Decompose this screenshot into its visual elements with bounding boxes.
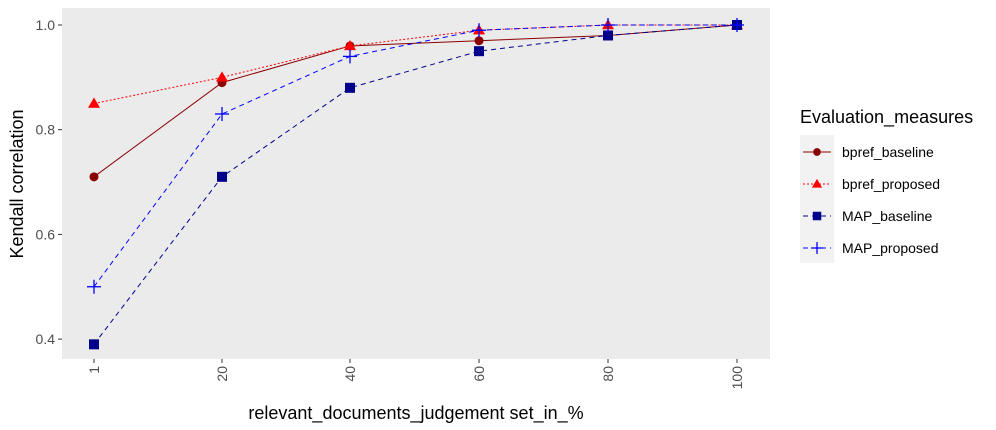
y-tick-label: 0.4 — [36, 331, 56, 347]
x-tick-label: 80 — [600, 366, 616, 382]
plus-marker-icon — [730, 18, 744, 32]
y-tick-label: 0.6 — [36, 226, 56, 242]
square-marker-icon — [345, 82, 355, 93]
circle-marker-icon — [89, 172, 99, 182]
y-axis: 0.4 0.6 0.8 1.0 — [36, 17, 62, 347]
series-line — [93, 24, 738, 345]
legend-item-MAP-proposed: MAP_proposed — [803, 240, 939, 256]
plus-marker-icon — [87, 279, 101, 294]
plus-marker-icon — [601, 18, 615, 32]
x-tick-label: 20 — [214, 366, 230, 382]
circle-marker-icon — [813, 148, 821, 156]
legend-item-MAP-baseline: MAP_baseline — [803, 208, 932, 224]
square-marker-icon — [812, 211, 822, 221]
plus-marker-icon — [811, 242, 823, 254]
legend-label: MAP_baseline — [842, 208, 932, 224]
triangle-marker-icon — [811, 178, 823, 188]
x-axis-title: relevant_documents_judgement set_in_% — [248, 403, 583, 424]
plus-marker-icon — [343, 49, 357, 64]
legend-item-bpref-proposed: bpref_proposed — [803, 176, 940, 192]
legend-key-background — [800, 135, 834, 263]
legend: Evaluation_measures bpref_baseline bpref_… — [800, 107, 973, 263]
triangle-marker-icon — [344, 39, 356, 51]
x-tick-label: 40 — [342, 366, 358, 382]
legend-label: MAP_proposed — [842, 240, 939, 256]
plus-marker-icon — [472, 23, 486, 38]
legend-item-bpref-baseline: bpref_baseline — [803, 144, 934, 160]
square-marker-icon — [89, 339, 99, 350]
legend-label: bpref_baseline — [842, 144, 934, 160]
y-tick-label: 0.8 — [36, 122, 56, 138]
x-tick-label: 100 — [729, 366, 745, 390]
x-tick-label: 60 — [471, 366, 487, 382]
square-marker-icon — [474, 46, 484, 57]
square-marker-icon — [217, 171, 227, 182]
plot-panel — [62, 8, 770, 359]
y-tick-label: 1.0 — [36, 17, 56, 33]
y-axis-title: Kendall correlation — [7, 109, 27, 258]
legend-label: bpref_proposed — [842, 176, 940, 192]
triangle-marker-icon — [88, 97, 100, 108]
plus-marker-icon — [215, 106, 229, 121]
series-layer — [87, 18, 744, 350]
circle-marker-icon — [474, 36, 484, 46]
triangle-marker-icon — [216, 71, 228, 82]
series-line — [93, 24, 737, 105]
series-MAP-proposed — [87, 18, 744, 294]
square-marker-icon — [603, 30, 613, 41]
x-axis: 1 20 40 60 80 100 — [86, 359, 745, 389]
legend-title: Evaluation_measures — [800, 107, 973, 128]
x-tick-label: 1 — [86, 366, 102, 374]
